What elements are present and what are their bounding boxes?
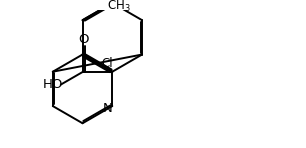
Text: Cl: Cl [102,57,113,70]
Text: CH$_3$: CH$_3$ [107,0,131,14]
Text: HO: HO [43,78,63,91]
Text: O: O [78,33,88,46]
Text: N: N [103,102,113,115]
